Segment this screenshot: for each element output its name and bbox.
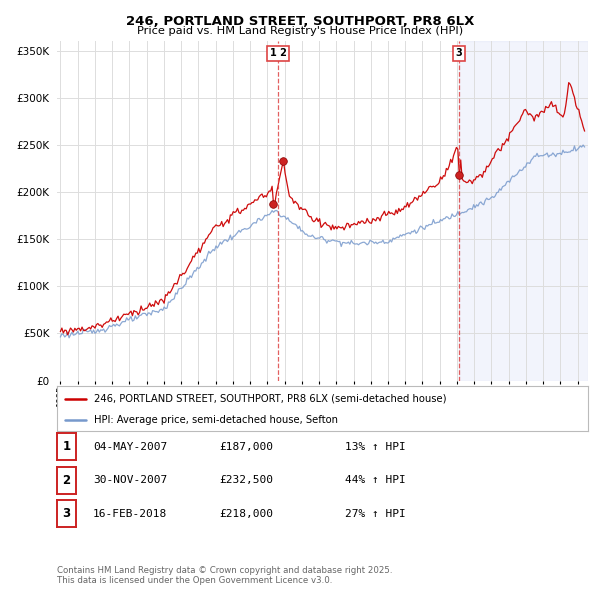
Text: Contains HM Land Registry data © Crown copyright and database right 2025.
This d: Contains HM Land Registry data © Crown c…: [57, 566, 392, 585]
Text: 16-FEB-2018: 16-FEB-2018: [93, 509, 167, 519]
Text: 1 2: 1 2: [269, 48, 286, 58]
Text: £187,000: £187,000: [219, 442, 273, 451]
Text: 1: 1: [62, 440, 71, 453]
Text: Price paid vs. HM Land Registry's House Price Index (HPI): Price paid vs. HM Land Registry's House …: [137, 26, 463, 36]
Text: £218,000: £218,000: [219, 509, 273, 519]
Text: 30-NOV-2007: 30-NOV-2007: [93, 476, 167, 485]
Text: £232,500: £232,500: [219, 476, 273, 485]
Text: 246, PORTLAND STREET, SOUTHPORT, PR8 6LX: 246, PORTLAND STREET, SOUTHPORT, PR8 6LX: [126, 15, 474, 28]
Text: 04-MAY-2007: 04-MAY-2007: [93, 442, 167, 451]
Text: 27% ↑ HPI: 27% ↑ HPI: [345, 509, 406, 519]
Text: 2: 2: [62, 474, 71, 487]
Text: 3: 3: [455, 48, 463, 58]
Bar: [459, 41, 588, 381]
Text: 3: 3: [62, 507, 71, 520]
Text: 13% ↑ HPI: 13% ↑ HPI: [345, 442, 406, 451]
Text: HPI: Average price, semi-detached house, Sefton: HPI: Average price, semi-detached house,…: [94, 415, 338, 425]
Text: 44% ↑ HPI: 44% ↑ HPI: [345, 476, 406, 485]
Text: 246, PORTLAND STREET, SOUTHPORT, PR8 6LX (semi-detached house): 246, PORTLAND STREET, SOUTHPORT, PR8 6LX…: [94, 394, 446, 404]
